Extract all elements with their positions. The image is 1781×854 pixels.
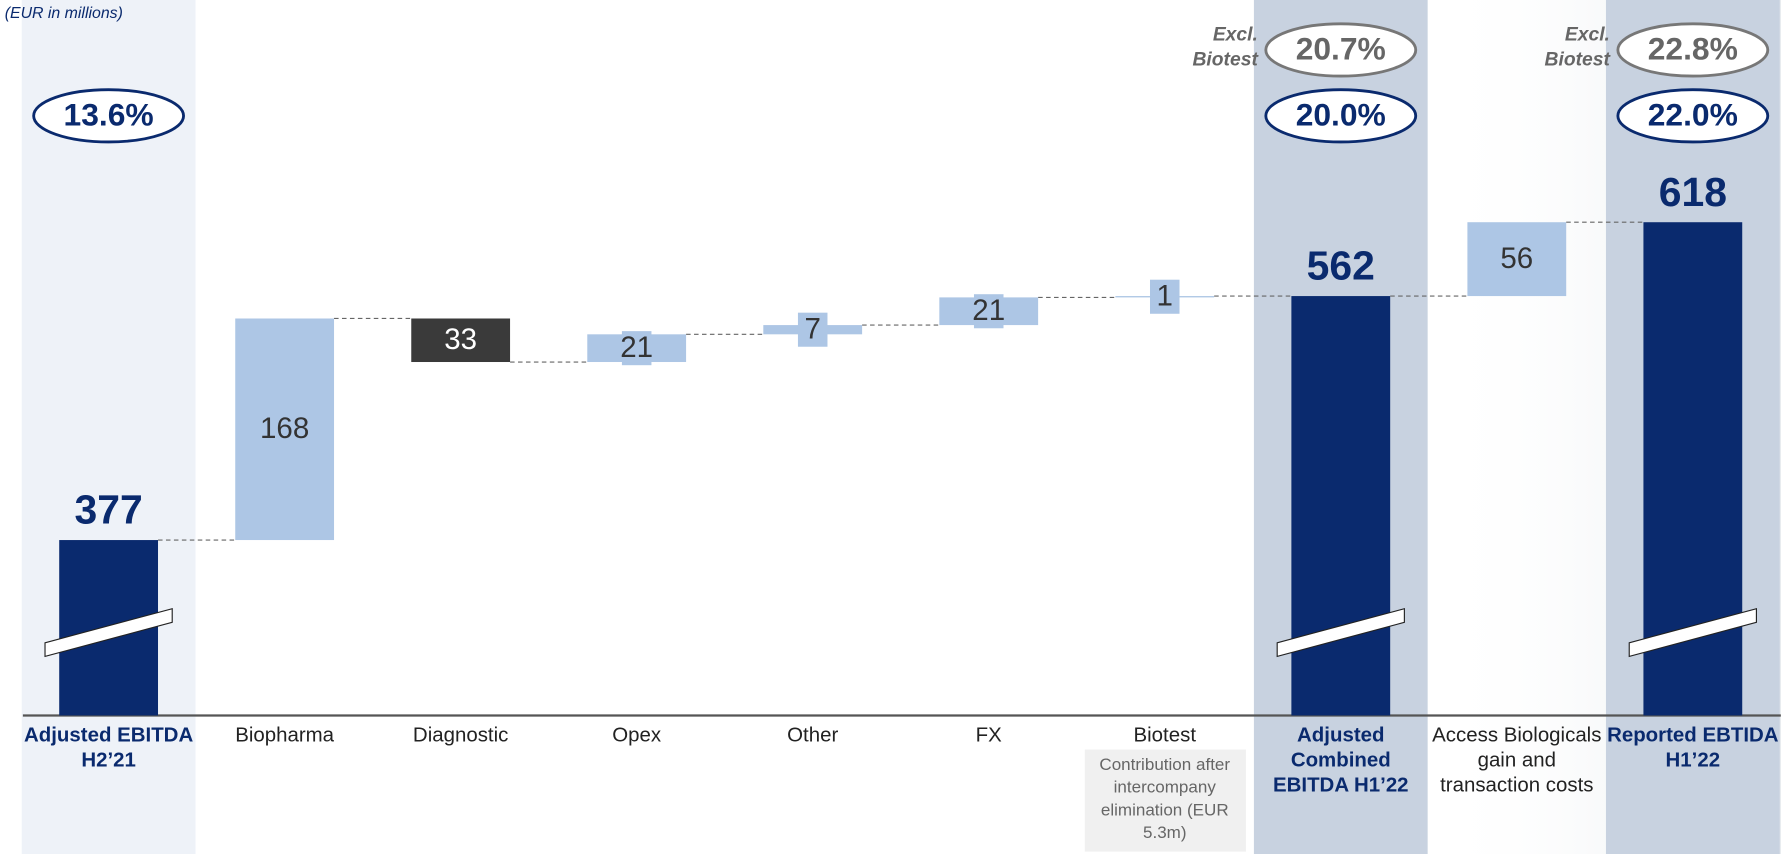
axis-break (1276, 607, 1405, 658)
x-label-box: Biotest (1133, 723, 1197, 747)
category-note: Contribution after intercompany eliminat… (1084, 749, 1246, 852)
x-tick-label: Biopharma (235, 723, 335, 747)
excl-label: Excl. (1565, 24, 1610, 45)
x-tick-label: Other (787, 723, 839, 747)
x-tick-label: FX (975, 723, 1002, 747)
margin-label: 13.6% (64, 96, 154, 132)
margin-oval (32, 88, 185, 144)
x-tick-label: Adjusted EBITDA H2’21 (23, 723, 194, 772)
x-label-box: Biopharma (235, 723, 335, 747)
value-label: 33 (444, 323, 477, 356)
total-label: 377 (75, 487, 143, 533)
excl-margin-label: 20.7% (1296, 30, 1386, 66)
excl-margin-oval (1264, 22, 1418, 78)
label-box (1149, 279, 1180, 314)
value-label: 168 (260, 412, 309, 445)
margin-oval (1616, 88, 1770, 144)
x-tick-label: Adjusted Combined EBITDA H1’22 (1272, 723, 1409, 797)
x-label-box: Reported EBTIDA H1’22 (1607, 723, 1779, 772)
bar (1291, 296, 1391, 716)
x-label-box: Access Biologicals gain and transaction … (1432, 723, 1602, 797)
x-tick-label: Reported EBTIDA H1’22 (1607, 723, 1779, 772)
bar (411, 318, 511, 363)
total-label: 562 (1307, 243, 1375, 289)
excl-label: Biotest (1192, 49, 1259, 70)
value-label: 7 (804, 313, 820, 346)
bar (235, 318, 335, 541)
axis-break (1628, 607, 1757, 658)
label-box (973, 294, 1004, 329)
margin-oval (1264, 88, 1418, 144)
value-label: 56 (1500, 242, 1533, 275)
bar (1467, 222, 1567, 297)
label-box (621, 331, 652, 366)
x-label-box: Diagnostic (412, 723, 509, 747)
excl-label: Biotest (1545, 49, 1612, 70)
value-label: 21 (620, 331, 653, 364)
note-box: Contribution after intercompany eliminat… (1084, 749, 1246, 852)
x-label-box: Opex (612, 723, 662, 747)
x-label-box: Adjusted EBITDA H2’21 (23, 723, 194, 772)
unit-label: (EUR in millions) (5, 5, 123, 22)
margin-label: 22.0% (1648, 96, 1738, 132)
value-label: 21 (972, 294, 1005, 327)
excl-margin-label: 22.8% (1648, 30, 1738, 66)
excl-margin-oval (1616, 22, 1770, 78)
margin-label: 20.0% (1296, 96, 1386, 132)
x-tick-label: Opex (612, 723, 662, 747)
x-label-box: FX (975, 723, 1002, 747)
x-label-box: Other (787, 723, 839, 747)
axis-break (44, 607, 173, 658)
label-box (797, 312, 828, 347)
value-label: 1 (1157, 280, 1173, 313)
total-label: 618 (1659, 169, 1727, 215)
x-tick-label: Diagnostic (412, 723, 509, 747)
x-tick-label: Biotest (1133, 723, 1197, 747)
x-label-box: Adjusted Combined EBITDA H1’22 (1272, 723, 1409, 797)
x-tick-label: Access Biologicals gain and transaction … (1432, 723, 1602, 797)
excl-label: Excl. (1213, 24, 1258, 45)
